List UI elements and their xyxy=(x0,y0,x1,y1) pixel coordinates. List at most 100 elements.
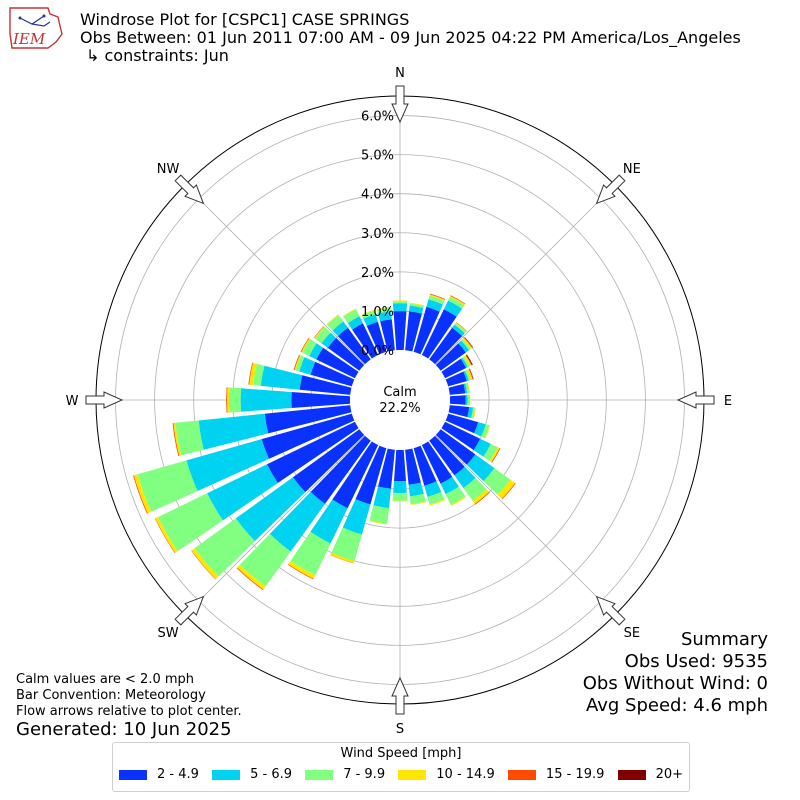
wind-bar-segment xyxy=(467,382,470,393)
wind-bar-segment xyxy=(467,394,470,406)
wind-bar-segment xyxy=(264,405,352,434)
wind-bar-segment xyxy=(198,413,269,450)
legend-label: 10 - 14.9 xyxy=(436,767,495,782)
wind-bar-segment xyxy=(293,354,300,371)
wind-bar-segment xyxy=(427,491,445,505)
grid-spoke xyxy=(184,399,401,616)
wind-bar-segment xyxy=(413,445,437,486)
wind-bar-segment xyxy=(455,322,467,332)
wind-bar-segment xyxy=(392,300,408,302)
obs-between: Obs Between: 01 Jun 2011 07:00 AM - 09 J… xyxy=(80,28,741,47)
compass-labels: N NE E SE S SW W NW xyxy=(66,66,733,737)
wind-bar-segment xyxy=(465,395,468,405)
wind-bar-segment xyxy=(483,468,511,495)
wind-bar-segment xyxy=(315,327,331,344)
wind-bar-segment xyxy=(158,493,223,552)
wind-bar-segment xyxy=(299,357,316,375)
compass-label: W xyxy=(66,394,79,409)
wind-bar-segment xyxy=(332,441,379,509)
wind-bar-segment xyxy=(429,499,445,506)
wind-bar-segment xyxy=(302,338,317,357)
wind-bar-segment xyxy=(450,496,467,506)
legend-swatch xyxy=(212,769,241,780)
legend-label: 5 - 6.9 xyxy=(250,767,292,782)
wind-bar-segment xyxy=(435,343,466,371)
wind-bar-segment xyxy=(409,303,424,308)
wind-bar-segment xyxy=(310,361,355,387)
wind-bar-segment xyxy=(313,325,325,339)
grid-spoke xyxy=(399,399,616,616)
wind-bar-segment xyxy=(409,493,426,505)
wind-bar-segment xyxy=(321,332,337,348)
wind-bar-segment xyxy=(373,486,391,509)
flow-arrow xyxy=(174,595,205,626)
legend-label: 2 - 4.9 xyxy=(157,767,199,782)
wind-bar-segment xyxy=(472,489,490,504)
wind-bar-segment xyxy=(421,309,457,359)
flow-arrows xyxy=(85,85,715,715)
legend-swatch xyxy=(398,769,427,780)
wind-bar-segment xyxy=(133,474,152,514)
wind-bar-segment xyxy=(327,337,365,371)
wind-bar-segment xyxy=(392,301,408,304)
wind-bar-segment xyxy=(448,383,466,395)
wind-bar-segment xyxy=(377,307,391,314)
wind-bar-segment xyxy=(409,305,424,314)
windrose-bars xyxy=(133,293,516,591)
wind-bar-segment xyxy=(361,310,376,319)
wind-bar-segment xyxy=(175,420,204,456)
wind-bar-segment xyxy=(466,454,495,482)
calm-circle xyxy=(350,350,450,450)
wind-bar-segment xyxy=(491,448,501,463)
legend-label: 7 - 9.9 xyxy=(343,767,386,782)
wind-bar-segment xyxy=(469,394,471,406)
wind-bar-segment xyxy=(239,533,291,587)
wind-bar-segment xyxy=(409,302,424,307)
wind-bar-segment xyxy=(441,421,481,451)
radial-tick-label: 1.0% xyxy=(361,305,394,320)
radial-tick-label: 5.0% xyxy=(361,149,394,164)
compass-label: N xyxy=(395,66,405,81)
wind-bar-segment xyxy=(497,479,515,499)
wind-bar-segment xyxy=(460,357,468,368)
wind-bar-segment xyxy=(465,382,470,394)
wind-bar-segment xyxy=(392,500,408,502)
wind-bar-segment xyxy=(314,326,325,339)
wind-bar-segment xyxy=(342,308,357,317)
calm-label: Calm xyxy=(383,385,416,400)
flow-arrow xyxy=(676,391,715,409)
compass-label: E xyxy=(724,394,732,409)
wind-bar-segment xyxy=(172,423,180,457)
wind-bar-segment xyxy=(186,439,269,491)
wind-bar-segment xyxy=(327,315,344,331)
wind-bar-segment xyxy=(421,441,453,484)
wind-bar-segment xyxy=(292,429,365,493)
wind-bar-segment xyxy=(408,482,424,497)
wind-bar-segment xyxy=(393,481,407,493)
wind-bar-segment xyxy=(445,413,479,434)
wind-bar-segment xyxy=(288,560,316,579)
radial-tick-labels: 0.0% 1.0% 2.0% 3.0% 4.0% 5.0% 6.0% xyxy=(361,110,394,360)
wind-bar-segment xyxy=(226,387,228,413)
wind-bar-segment xyxy=(462,356,470,368)
wind-bar-segment xyxy=(449,395,466,405)
grid-spoke xyxy=(399,184,616,401)
constraints: ↳ constraints: Jun xyxy=(86,46,229,65)
wind-bar-segment xyxy=(261,413,355,459)
wind-bar-segment xyxy=(413,306,440,355)
wind-bar-segment xyxy=(467,407,474,418)
compass-label: NW xyxy=(157,162,180,177)
radial-tick-label: 3.0% xyxy=(361,227,394,242)
wind-bar-segment xyxy=(463,383,468,394)
wind-bar-segment xyxy=(501,483,516,500)
wind-bar-segment xyxy=(137,460,198,512)
wind-bar-segment xyxy=(332,321,348,337)
legend-swatch xyxy=(119,769,147,780)
compass-label: S xyxy=(396,722,404,737)
wind-bar-segment xyxy=(454,466,476,489)
wind-bar-segment xyxy=(300,337,310,353)
wind-bar-segment xyxy=(380,319,395,352)
wind-bar-segment xyxy=(489,447,500,463)
legend-item: 7 - 9.9 xyxy=(305,767,385,782)
wind-bar-segment xyxy=(463,337,473,348)
